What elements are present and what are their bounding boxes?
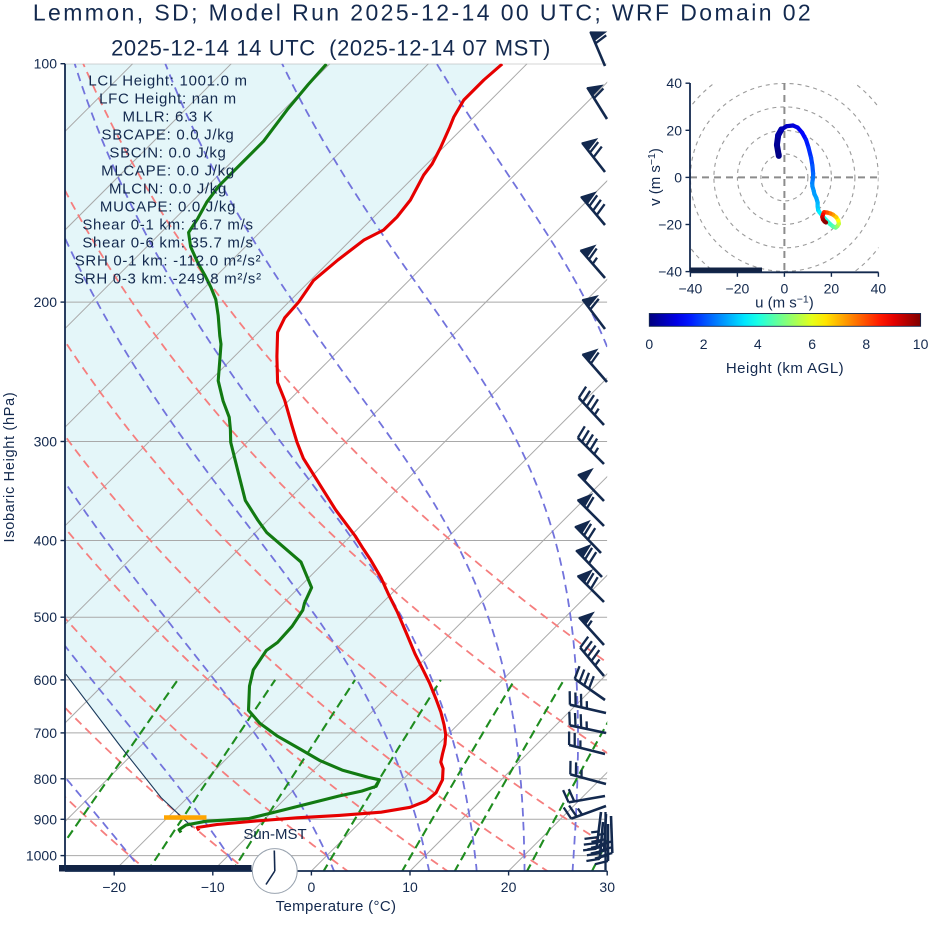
svg-text:MLCAPE: 0.0 J/kg: MLCAPE: 0.0 J/kg [101,163,235,180]
svg-text:8: 8 [862,336,870,352]
svg-text:Sun-MST: Sun-MST [243,826,306,843]
svg-text:Lemmon, SD; Model Run 2025-12-: Lemmon, SD; Model Run 2025-12-14 00 UTC;… [33,0,813,26]
svg-text:Temperature (°C): Temperature (°C) [276,898,397,915]
svg-text:0: 0 [308,879,316,895]
svg-text:300: 300 [34,434,58,450]
svg-text:0: 0 [645,336,653,352]
svg-text:1000: 1000 [26,848,57,864]
svg-text:LFC Height: nan m: LFC Height: nan m [99,91,237,108]
svg-text:SRH 0-1 km: -112.0 m²/s²: SRH 0-1 km: -112.0 m²/s² [75,253,262,270]
svg-text:200: 200 [34,294,58,310]
svg-text:−20: −20 [726,280,750,296]
svg-text:40: 40 [871,280,887,296]
svg-text:Isobaric Height (hPa): Isobaric Height (hPa) [2,392,18,543]
svg-text:MUCAPE: 0.0 J/kg: MUCAPE: 0.0 J/kg [100,199,236,216]
svg-text:700: 700 [34,725,58,741]
svg-text:10: 10 [913,336,928,352]
svg-text:900: 900 [34,811,58,827]
svg-text:600: 600 [34,672,58,688]
svg-text:MLCIN: 0.0 J/kg: MLCIN: 0.0 J/kg [109,181,227,198]
svg-text:800: 800 [34,771,58,787]
svg-text:SBCIN: 0.0 J/kg: SBCIN: 0.0 J/kg [109,145,226,162]
svg-text:Shear 0-1 km: 16.7 m/s: Shear 0-1 km: 16.7 m/s [82,217,253,234]
svg-text:LCL Height: 1001.0 m: LCL Height: 1001.0 m [88,73,247,90]
svg-text:0: 0 [781,280,789,296]
svg-text:400: 400 [34,533,58,549]
svg-text:−40: −40 [658,264,682,280]
svg-text:−20: −20 [102,879,126,895]
svg-text:30: 30 [599,879,615,895]
svg-text:Height (km AGL): Height (km AGL) [726,360,844,377]
svg-text:500: 500 [34,609,58,625]
svg-text:Shear 0-6 km: 35.7 m/s: Shear 0-6 km: 35.7 m/s [82,235,253,252]
svg-text:−10: −10 [201,879,225,895]
svg-text:MLLR: 6.3 K: MLLR: 6.3 K [122,109,213,126]
svg-text:SRH 0-3 km: -249.8 m²/s²: SRH 0-3 km: -249.8 m²/s² [74,271,262,288]
svg-text:20: 20 [501,879,517,895]
svg-text:2: 2 [700,336,708,352]
svg-text:SBCAPE: 0.0 J/kg: SBCAPE: 0.0 J/kg [102,127,235,144]
svg-text:0: 0 [674,169,682,185]
svg-text:40: 40 [666,75,682,91]
svg-text:20: 20 [666,122,682,138]
svg-text:100: 100 [34,56,58,72]
svg-text:2025-12-14 14 UTC (2025-12-14: 2025-12-14 14 UTC (2025-12-14 07 MST) [111,36,551,61]
svg-text:−40: −40 [679,280,703,296]
svg-text:−20: −20 [658,217,682,233]
svg-text:10: 10 [402,879,418,895]
svg-text:4: 4 [754,336,762,352]
svg-text:20: 20 [824,280,840,296]
svg-text:6: 6 [808,336,816,352]
